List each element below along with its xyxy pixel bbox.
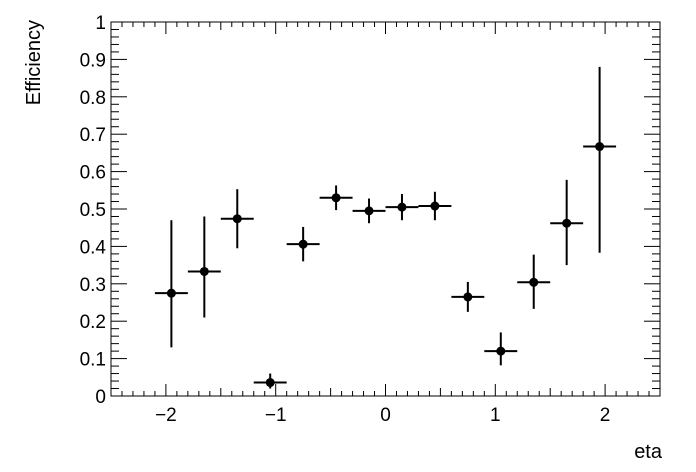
data-point [253,373,287,389]
data-point [220,189,254,249]
x-tick-label: −2 [155,405,177,426]
y-tick-label: 0.2 [80,312,106,333]
point-marker [463,292,473,302]
data-point [451,281,485,312]
data-point [352,198,386,224]
y-tick-label: 0.4 [80,237,107,258]
point-marker [232,214,242,224]
data-point [583,66,617,253]
x-tick-label: 2 [600,405,611,426]
point-marker [496,346,506,356]
x-tick-label: −1 [265,405,287,426]
plot-frame [110,21,661,397]
point-marker [199,266,209,276]
y-tick-label: 0.8 [80,88,106,109]
point-marker [331,193,341,203]
data-point [319,185,353,211]
point-marker [397,202,407,212]
point-marker [364,206,374,216]
y-tick-label: 0 [95,387,106,408]
point-marker [529,277,539,287]
data-point [385,194,419,221]
y-tick-label: 1 [95,13,106,34]
data-point [484,332,518,366]
data-point [154,220,188,348]
data-point [517,254,551,309]
point-marker [562,218,572,228]
data-point [187,216,221,318]
y-tick-label: 0.6 [80,163,106,184]
point-marker [298,239,308,249]
tick-labels: −2 −1 0 1 2 0 0.1 0.2 0.3 0.4 0.5 0.6 0.7 0.8 0.9 1 [80,13,611,426]
data-point [418,191,452,221]
data-points [154,66,617,389]
point-marker [166,288,176,298]
y-tick-label: 0.7 [80,125,106,146]
y-tick-label: 0.9 [80,50,106,71]
y-tick-label: 0.1 [80,350,106,371]
x-tick-label: 1 [490,405,501,426]
point-marker [595,142,605,152]
point-marker [430,201,440,211]
y-tick-label: 0.5 [80,200,106,221]
y-axis-label: Efficiency [23,20,45,105]
x-tick-label: 0 [380,405,391,426]
point-marker [265,378,275,388]
x-axis-label: eta [634,441,663,463]
data-point [286,226,320,262]
data-point [550,179,584,266]
axis-ticks [110,21,661,397]
y-tick-label: 0.3 [80,275,106,296]
